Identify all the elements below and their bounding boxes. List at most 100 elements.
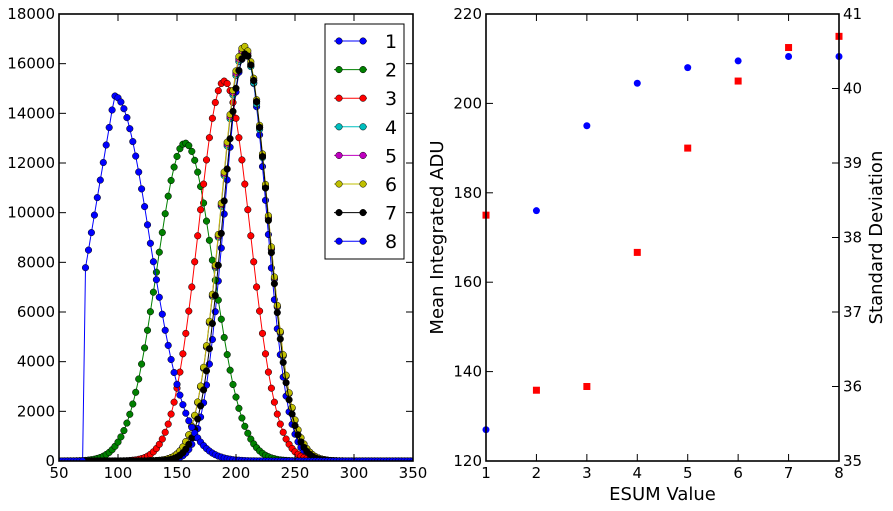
series-8-point — [138, 185, 146, 193]
series-3-point — [229, 98, 237, 107]
x-tick-label: 350 — [399, 464, 428, 482]
y-tick-label: 2000 — [17, 402, 55, 420]
series-2-point — [194, 168, 202, 176]
std-dev-point — [633, 248, 641, 256]
x-tick-label: 150 — [163, 464, 192, 482]
x-axis-label: ESUM Value — [609, 484, 716, 505]
series-3-point — [273, 410, 281, 418]
series-6-point — [276, 327, 284, 335]
series-2-point — [191, 156, 199, 164]
legend-label: 2 — [385, 60, 397, 82]
series-1-point — [258, 163, 267, 171]
series-7-point — [211, 291, 219, 300]
legend-marker — [359, 151, 367, 159]
series-3-point — [208, 114, 216, 122]
y2-tick-label: 36 — [843, 378, 862, 396]
series-2-point — [123, 419, 131, 427]
legend-item: 2 — [334, 60, 397, 82]
y2-tick-label: 40 — [843, 80, 862, 98]
y-tick-label: 14000 — [7, 104, 55, 122]
series-8-point — [79, 457, 87, 461]
legend-marker — [359, 209, 367, 217]
series-8-point — [161, 326, 169, 334]
series-8-point — [132, 152, 140, 160]
series-7-point — [273, 309, 281, 317]
series-8-point — [182, 409, 190, 417]
series-8-point — [135, 168, 143, 176]
series-3-point — [200, 180, 208, 188]
series-3-point — [191, 258, 199, 266]
mean-adu-point — [684, 64, 692, 72]
series-8-point — [84, 246, 93, 254]
series-8-point — [164, 341, 172, 349]
series-8-point — [108, 106, 116, 114]
series-3-point — [256, 307, 264, 315]
std-dev-point — [785, 44, 793, 52]
series-2-point — [205, 236, 213, 244]
mean-adu-point — [633, 79, 641, 87]
series-7-point — [279, 358, 287, 366]
series-2-point — [241, 422, 249, 430]
series-2-point — [164, 192, 172, 200]
series-2-point — [158, 228, 166, 237]
series-7-point — [202, 367, 211, 375]
series-2-point — [149, 288, 157, 296]
x-tick-label: 4 — [633, 464, 643, 482]
series-8-point — [188, 423, 196, 431]
series-7-point — [291, 422, 299, 430]
series-8-point — [176, 391, 184, 399]
series-3-point — [188, 283, 196, 291]
series-3-point — [158, 435, 166, 443]
series-2-point — [173, 152, 181, 160]
series-6-point — [279, 351, 287, 359]
series-7-point — [270, 280, 278, 288]
x-tick-label: 250 — [281, 464, 310, 482]
series-3-point — [261, 350, 270, 358]
x-tick-label: 50 — [49, 464, 68, 482]
x-tick-label: 2 — [532, 464, 542, 482]
series-2-point — [167, 176, 175, 185]
legend-label: 5 — [385, 145, 397, 167]
series-2-point — [146, 308, 154, 316]
series-3-point — [244, 206, 252, 214]
x-tick-label: 100 — [104, 464, 133, 482]
series-8-point — [155, 293, 163, 301]
series-2-point — [202, 217, 211, 225]
series-3-point — [267, 384, 275, 392]
series-7-point — [250, 76, 258, 85]
series-2-point — [126, 410, 134, 418]
y-tick-label: 140 — [453, 363, 482, 381]
series-2-point — [244, 429, 252, 437]
series-8-point — [117, 98, 125, 106]
x-tick-label: 3 — [582, 464, 592, 482]
y-tick-label: 18000 — [7, 5, 55, 23]
std-dev-point — [583, 383, 591, 390]
series-8-point — [93, 194, 101, 202]
series-7-point — [200, 386, 208, 394]
series-8-point — [102, 141, 110, 149]
series-7-point — [276, 335, 284, 343]
series-3-point — [241, 180, 249, 188]
series-2-point — [152, 268, 160, 276]
series-7-point — [208, 319, 216, 328]
series-2-point — [238, 414, 246, 422]
series-8-point — [99, 158, 107, 167]
legend-item: 5 — [334, 145, 397, 167]
series-3-point — [179, 350, 187, 358]
right-plot-frame — [485, 13, 840, 462]
y2-tick-label: 39 — [843, 154, 862, 172]
series-7-point — [264, 216, 272, 225]
y2-tick-label: 37 — [843, 303, 862, 321]
series-2-point — [220, 333, 228, 342]
series-3-point — [185, 307, 193, 315]
series-7-point — [217, 229, 225, 237]
series-2-point — [229, 380, 237, 389]
series-7-point — [194, 415, 202, 423]
series-3-point — [164, 420, 172, 428]
series-2-point — [223, 351, 231, 359]
series-8-point — [409, 457, 413, 461]
y-tick-label: 8000 — [17, 253, 55, 271]
legend-marker — [335, 123, 343, 131]
series-2-point — [117, 433, 125, 441]
legend-box — [324, 23, 405, 260]
